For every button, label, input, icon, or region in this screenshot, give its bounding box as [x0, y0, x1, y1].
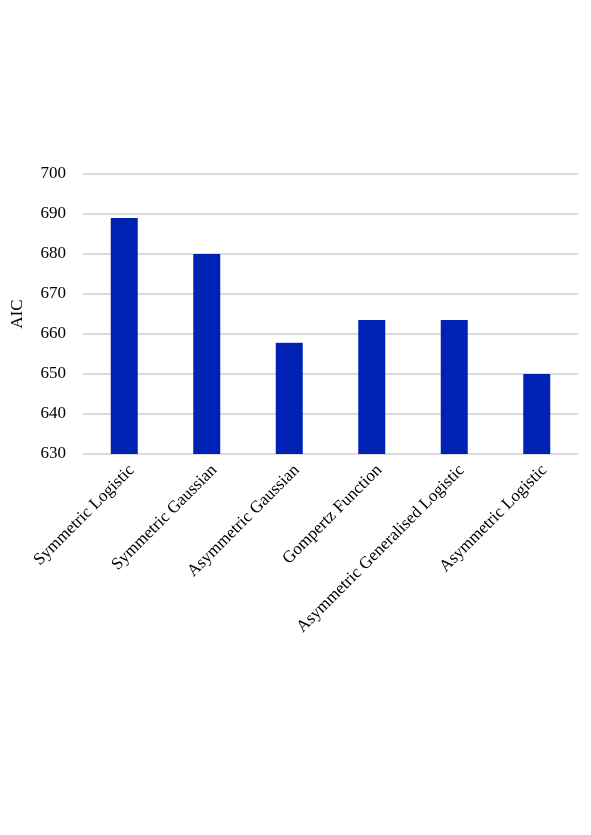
y-tick-label: 690 — [41, 203, 67, 222]
x-tick-label: Asymmetric Generalised Logistic — [292, 460, 468, 636]
y-axis-label: AIC — [7, 299, 26, 328]
bar — [193, 254, 221, 454]
y-tick-label: 640 — [41, 403, 67, 422]
y-tick-label: 680 — [41, 243, 67, 262]
y-tick-label: 630 — [41, 443, 67, 462]
y-tick-label: 670 — [41, 283, 67, 302]
bar — [523, 374, 551, 454]
bar — [275, 342, 303, 454]
bar — [110, 218, 138, 454]
y-tick-label: 660 — [41, 323, 67, 342]
y-tick-label: 650 — [41, 363, 67, 382]
bar — [358, 320, 386, 454]
y-tick-label: 700 — [41, 163, 67, 182]
bar — [440, 320, 468, 454]
